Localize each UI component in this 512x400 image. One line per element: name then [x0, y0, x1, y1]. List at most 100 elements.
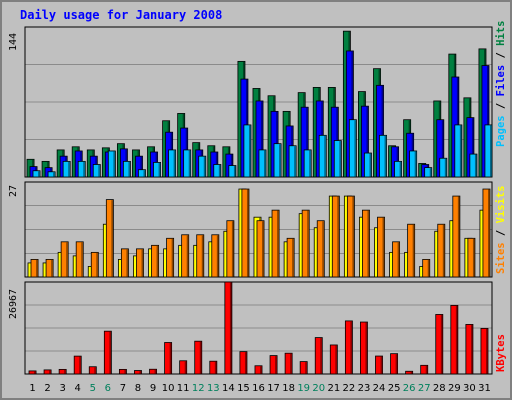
day-label-4: 4 — [75, 383, 81, 394]
bar-pages-day-3 — [62, 160, 71, 178]
bar-pages-day-2 — [47, 171, 56, 178]
bar-sites-day-7 — [120, 248, 129, 278]
bar-pages-day-10 — [168, 149, 177, 178]
bar-sites-day-12 — [196, 234, 205, 278]
day-label-26: 26 — [403, 383, 416, 394]
bar-kbytes-day-30 — [465, 324, 474, 375]
bar-pages-day-11 — [183, 149, 192, 178]
bar-sites-day-3 — [60, 241, 69, 278]
bar-pages-day-15 — [243, 124, 252, 178]
panel-1-legend: Pages / Files / Hits — [495, 21, 507, 147]
bar-sites-day-28 — [437, 223, 446, 278]
bar-kbytes-day-10 — [164, 342, 173, 375]
day-label-27: 27 — [418, 383, 431, 394]
panel-3-max-label: 26967 — [8, 289, 19, 319]
day-label-24: 24 — [373, 383, 386, 394]
bar-sites-day-22 — [346, 195, 355, 278]
bar-kbytes-day-12 — [194, 340, 203, 375]
day-label-11: 11 — [177, 383, 190, 394]
bar-kbytes-day-16 — [254, 365, 263, 375]
bar-kbytes-day-22 — [344, 320, 353, 375]
day-label-23: 23 — [358, 383, 371, 394]
day-label-12: 12 — [192, 383, 205, 394]
bar-pages-day-21 — [333, 140, 342, 178]
bar-pages-day-22 — [348, 119, 357, 178]
bar-kbytes-day-29 — [450, 305, 459, 375]
legend-kbytes: KBytes — [495, 334, 507, 372]
day-label-22: 22 — [343, 383, 356, 394]
bar-pages-day-30 — [469, 153, 478, 178]
day-label-19: 19 — [297, 383, 310, 394]
day-label-6: 6 — [105, 383, 111, 394]
bar-kbytes-day-23 — [360, 321, 368, 375]
legend-pages: Pages — [495, 115, 507, 147]
bar-kbytes-day-14 — [224, 281, 233, 375]
bar-kbytes-day-15 — [239, 351, 248, 375]
day-label-25: 25 — [388, 383, 401, 394]
bar-kbytes-day-27 — [420, 364, 429, 375]
day-label-9: 9 — [150, 383, 156, 394]
bar-sites-day-1 — [30, 259, 39, 278]
day-label-17: 17 — [267, 383, 280, 394]
legend-sites: Sites — [495, 242, 507, 274]
bar-sites-day-25 — [392, 241, 401, 278]
bar-pages-day-8 — [138, 169, 146, 178]
bar-sites-day-15 — [241, 188, 250, 278]
legend-separator: / — [495, 46, 507, 65]
day-label-20: 20 — [312, 383, 325, 394]
bar-kbytes-day-11 — [179, 360, 188, 375]
bar-kbytes-day-28 — [435, 314, 444, 375]
bar-kbytes-day-9 — [149, 368, 157, 375]
bar-sites-day-19 — [301, 209, 310, 278]
bar-pages-day-6 — [107, 150, 116, 178]
bar-pages-day-13 — [213, 164, 222, 178]
bar-pages-day-29 — [454, 124, 463, 178]
day-label-29: 29 — [448, 383, 461, 394]
bar-sites-day-29 — [452, 195, 461, 278]
bar-kbytes-day-25 — [390, 353, 399, 375]
bar-sites-day-2 — [45, 259, 54, 278]
bar-kbytes-day-24 — [375, 355, 383, 375]
legend-hits: Hits — [495, 21, 507, 46]
bar-sites-day-4 — [75, 241, 84, 278]
bar-pages-day-27 — [424, 167, 433, 178]
bar-kbytes-day-21 — [329, 344, 338, 375]
bar-sites-day-27 — [422, 259, 431, 278]
bar-sites-day-13 — [211, 234, 220, 278]
bar-pages-day-28 — [439, 157, 448, 178]
bar-pages-day-12 — [198, 155, 207, 178]
bar-kbytes-day-13 — [209, 360, 218, 375]
bar-kbytes-day-8 — [134, 370, 142, 375]
bar-pages-day-16 — [258, 149, 267, 178]
bar-sites-day-21 — [331, 195, 340, 278]
day-label-10: 10 — [162, 383, 175, 394]
panel-1-max-label: 144 — [8, 33, 19, 51]
bar-pages-day-31 — [484, 124, 493, 178]
bar-kbytes-day-7 — [118, 368, 127, 375]
bar-sites-day-8 — [136, 248, 144, 278]
day-label-21: 21 — [327, 383, 340, 394]
bar-pages-day-4 — [77, 160, 86, 178]
bar-kbytes-day-2 — [43, 369, 52, 375]
bar-sites-day-14 — [226, 220, 235, 278]
panel-2-legend: Sites / Visits — [495, 185, 507, 274]
day-label-3: 3 — [59, 383, 65, 394]
bar-kbytes-day-5 — [88, 366, 97, 375]
bar-kbytes-day-18 — [284, 352, 293, 375]
bar-sites-day-9 — [151, 244, 159, 278]
bar-sites-day-30 — [467, 237, 476, 278]
bar-sites-day-16 — [256, 220, 265, 278]
bar-kbytes-day-4 — [73, 355, 82, 375]
bar-kbytes-day-19 — [299, 361, 308, 375]
day-label-7: 7 — [120, 383, 126, 394]
bar-sites-day-18 — [286, 237, 295, 278]
bar-kbytes-day-17 — [269, 355, 278, 375]
bar-pages-day-18 — [288, 145, 297, 178]
bar-kbytes-day-26 — [405, 370, 414, 375]
bar-sites-day-24 — [377, 216, 385, 278]
bar-kbytes-day-20 — [314, 337, 323, 375]
legend-files: Files — [495, 65, 507, 97]
day-label-16: 16 — [252, 383, 265, 394]
